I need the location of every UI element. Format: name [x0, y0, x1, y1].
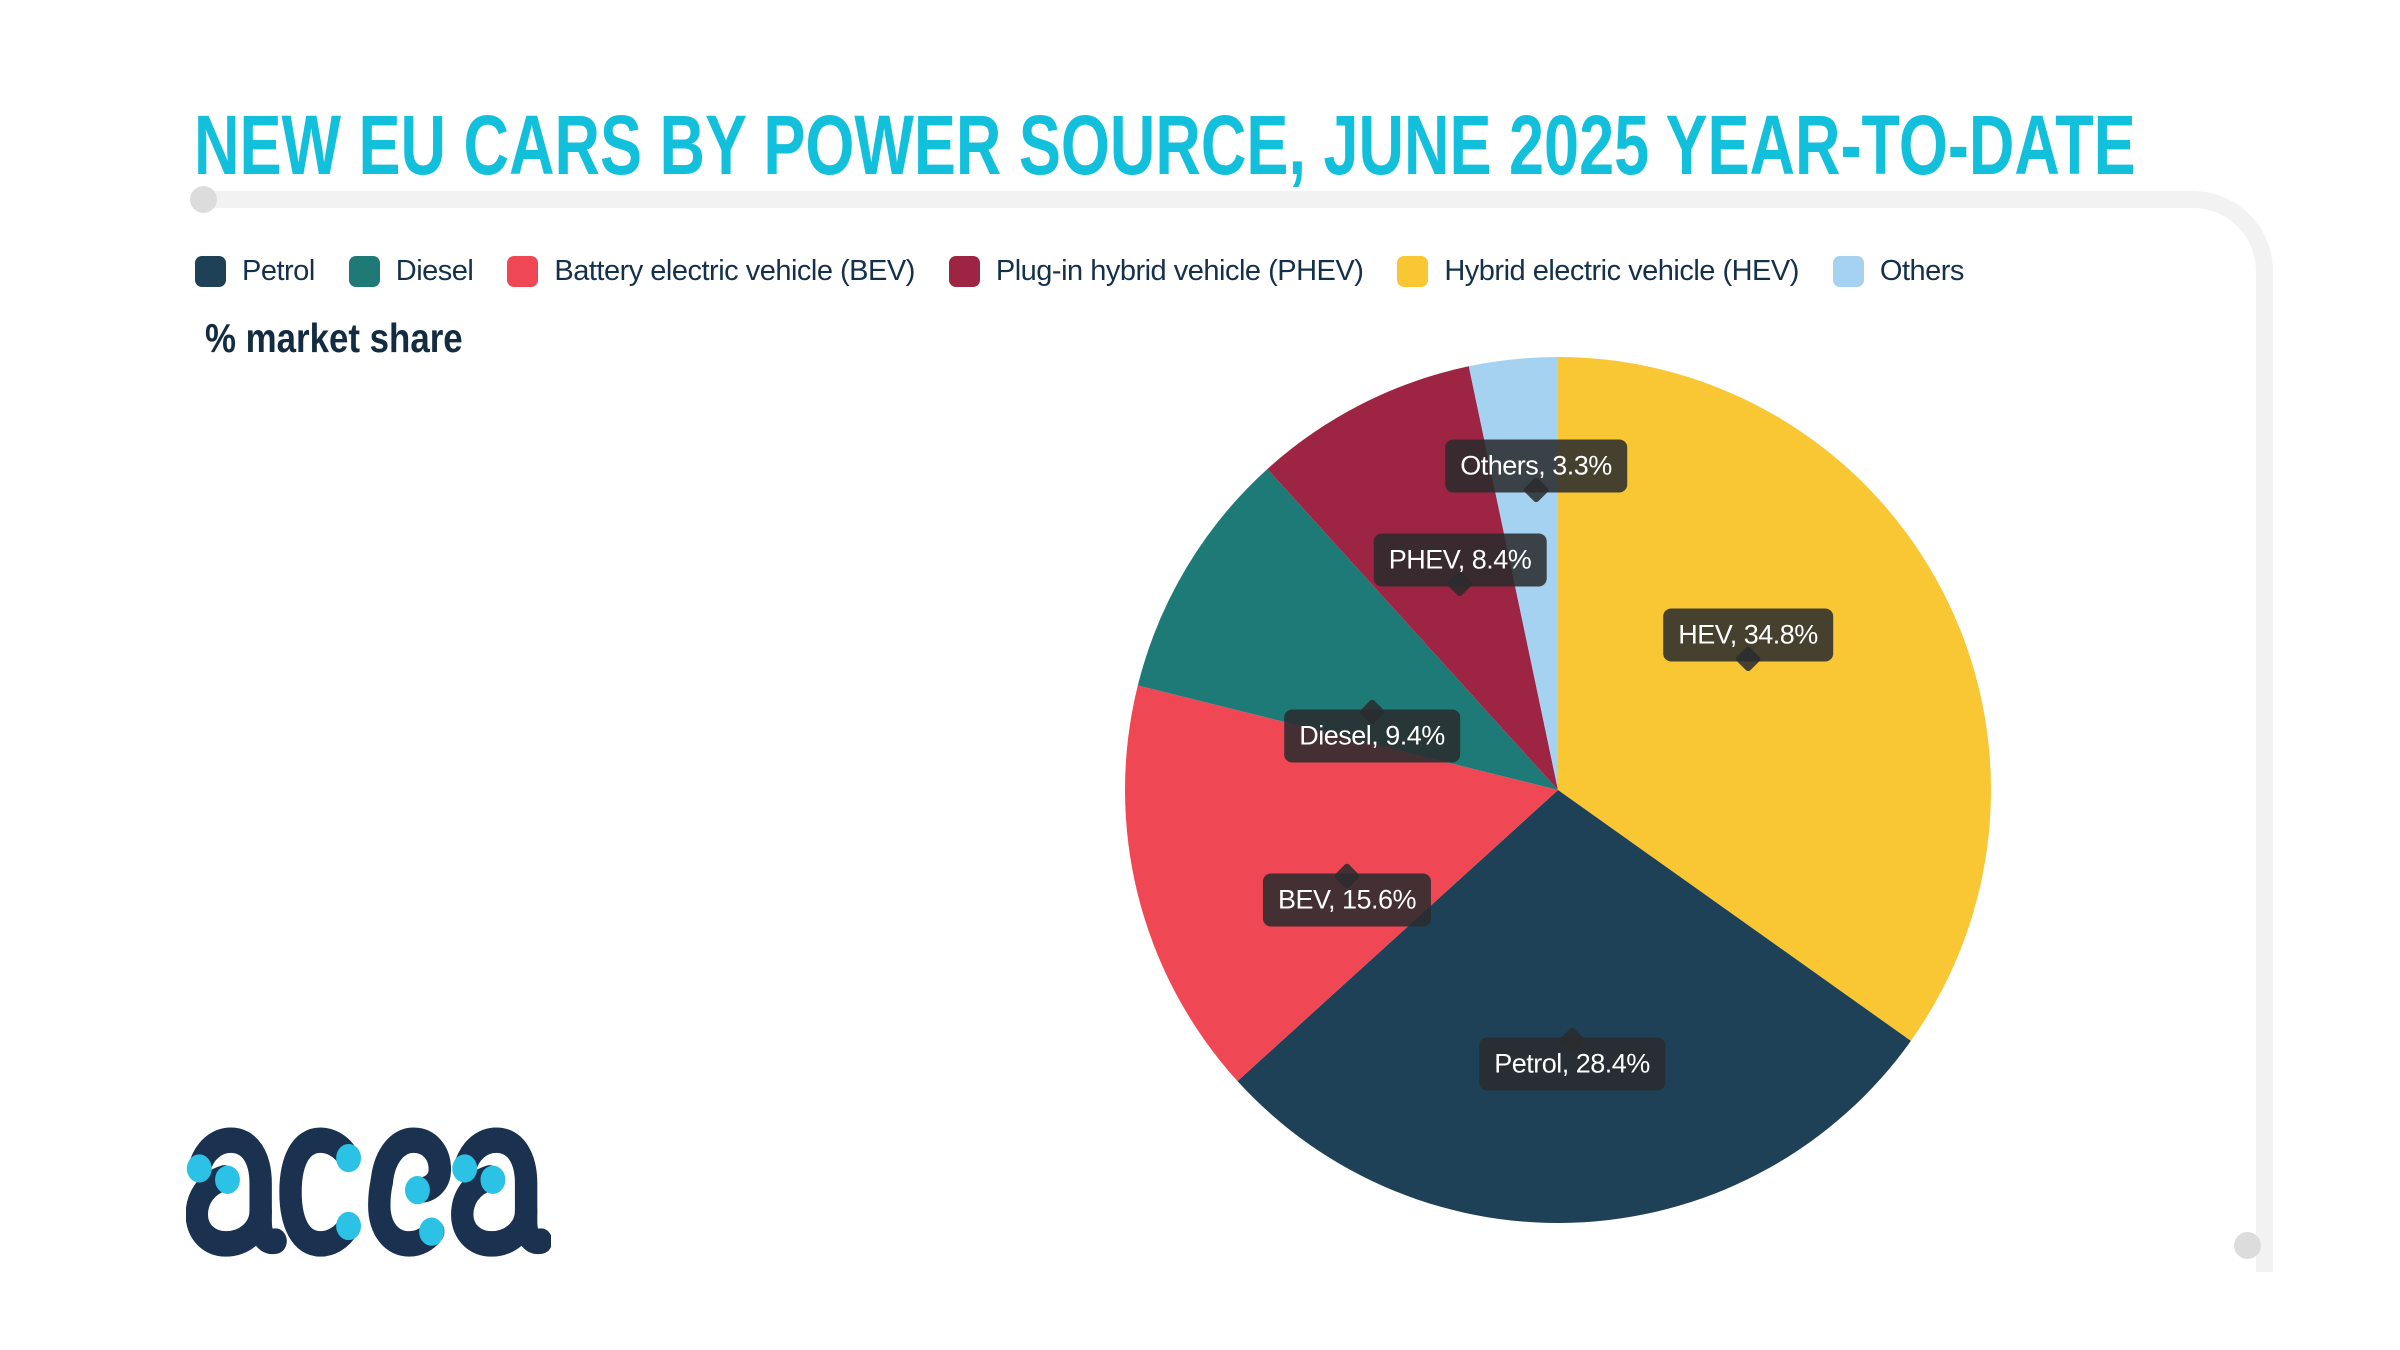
decorative-frame-line: [203, 191, 2273, 1272]
legend-item-hev[interactable]: Hybrid electric vehicle (HEV): [1397, 255, 1799, 288]
legend-swatch-phev: [948, 255, 980, 287]
legend-label-others: Others: [1879, 254, 1965, 287]
legend-item-bev[interactable]: Battery electric vehicle (BEV): [507, 255, 915, 288]
legend-label-bev: Battery electric vehicle (BEV): [554, 254, 915, 287]
legend-swatch-diesel: [348, 255, 380, 287]
acea-logo: acea: [185, 1127, 553, 1264]
legend: Petrol Diesel Battery electric vehicle (…: [195, 252, 1964, 290]
tooltip-bev-text: BEV, 15.6%: [1277, 884, 1417, 915]
page-title: NEW EU CARS BY POWER SOURCE, JUNE 2025 Y…: [194, 98, 2136, 192]
tooltip-phev: PHEV, 8.4%: [1373, 533, 1547, 598]
tooltip-others: Others, 3.3%: [1445, 439, 1627, 504]
legend-label-hev: Hybrid electric vehicle (HEV): [1444, 254, 1799, 287]
legend-swatch-petrol: [195, 255, 226, 287]
pie-slice-petrol[interactable]: [1237, 790, 1911, 1223]
legend-label-phev: Plug-in hybrid vehicle (PHEV): [995, 254, 1364, 287]
tooltip-diesel: Diesel, 9.4%: [1284, 698, 1460, 763]
legend-swatch-bev: [507, 255, 539, 287]
tooltip-hev-text: HEV, 34.8%: [1678, 619, 1818, 650]
legend-item-diesel[interactable]: Diesel: [348, 254, 474, 288]
frame-end-dot: [2234, 1232, 2261, 1259]
legend-item-phev[interactable]: Plug-in hybrid vehicle (PHEV): [948, 254, 1364, 288]
legend-swatch-hev: [1397, 255, 1429, 287]
tooltip-others-text: Others, 3.3%: [1460, 450, 1612, 481]
tooltip-petrol-text: Petrol, 28.4%: [1494, 1048, 1650, 1079]
legend-swatch-others: [1832, 255, 1864, 287]
legend-label-petrol: Petrol: [242, 254, 315, 287]
acea-logo-svg: [185, 1127, 553, 1257]
frame-start-dot: [190, 186, 217, 213]
tooltip-petrol: Petrol, 28.4%: [1479, 1026, 1665, 1091]
tooltip-diesel-text: Diesel, 9.4%: [1299, 720, 1445, 751]
unit-label: % market share: [205, 315, 463, 361]
legend-item-petrol[interactable]: Petrol: [195, 255, 315, 288]
pie-slice-hev[interactable]: [1558, 357, 1992, 1041]
tooltip-bev: BEV, 15.6%: [1262, 862, 1432, 927]
tooltip-phev-text: PHEV, 8.4%: [1388, 544, 1532, 575]
tooltip-hev: HEV, 34.8%: [1663, 608, 1833, 673]
legend-item-others[interactable]: Others: [1832, 254, 1965, 288]
legend-label-diesel: Diesel: [395, 254, 474, 287]
